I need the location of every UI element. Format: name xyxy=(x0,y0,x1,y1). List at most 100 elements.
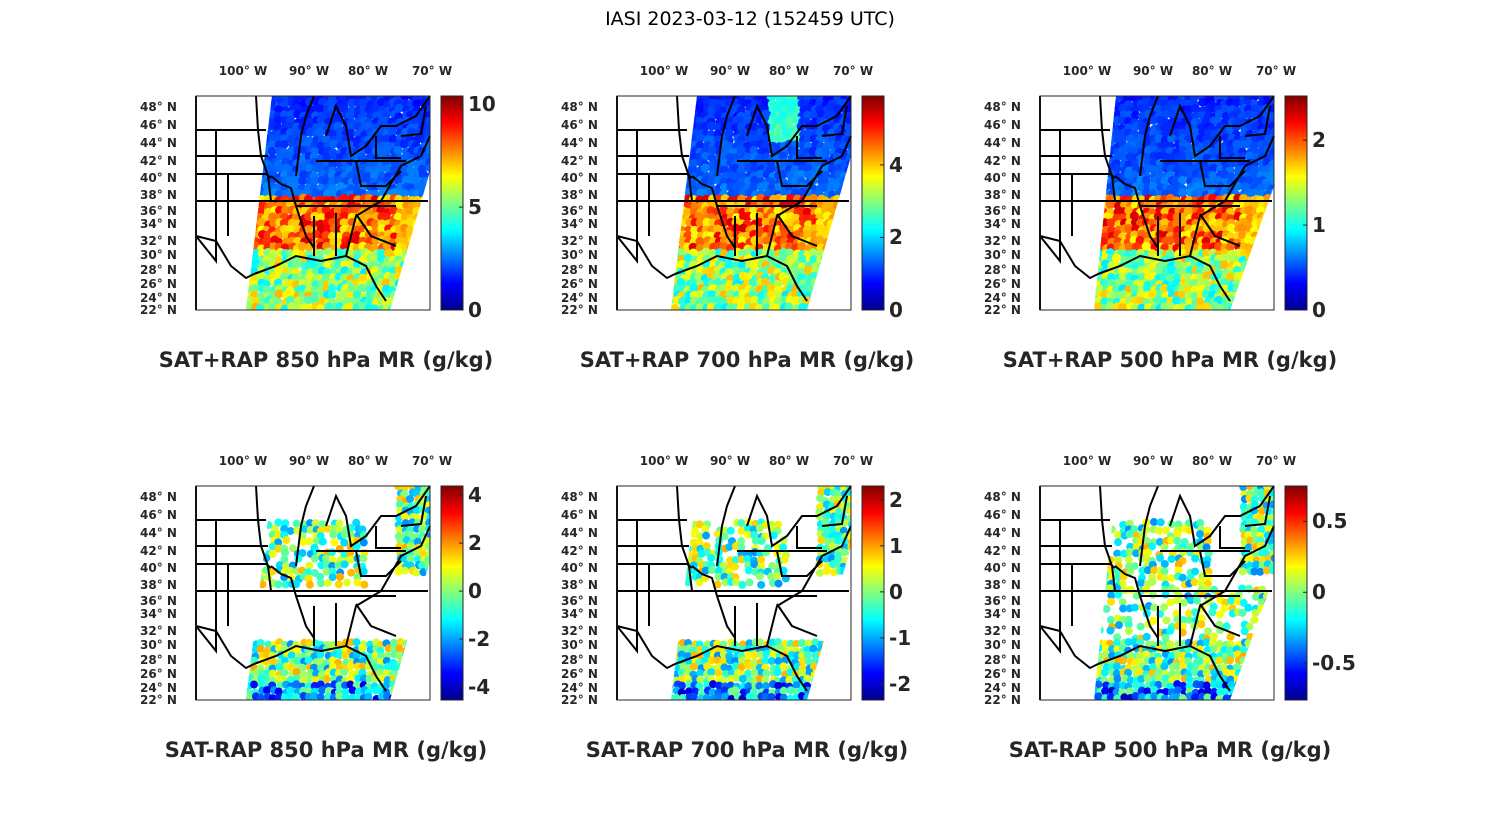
state-border xyxy=(776,160,823,187)
latitude-label: 40° N xyxy=(140,171,177,185)
state-border xyxy=(355,550,402,577)
latitude-label: 28° N xyxy=(984,653,1021,667)
state-border xyxy=(1039,625,1099,670)
latitude-label: 44° N xyxy=(561,526,598,540)
longitude-label: 70° W xyxy=(832,64,874,78)
state-border xyxy=(355,213,397,247)
state-border xyxy=(821,105,848,137)
latitude-label: 48° N xyxy=(984,100,1021,114)
map-axes xyxy=(616,95,885,311)
colorbar-tick-label: 4 xyxy=(889,152,903,177)
latitude-label: 40° N xyxy=(140,561,177,575)
latitude-label: 24° N xyxy=(561,291,598,305)
latitude-label: 40° N xyxy=(561,561,598,575)
state-border xyxy=(776,213,818,247)
colorbar-tick-label: 2 xyxy=(889,487,903,512)
map-panel-3: 0 1 2 100° W 90° W 80° W 70° W 48° N 46° N 44° N 4… xyxy=(984,64,1460,396)
longitude-label: 70° W xyxy=(1255,64,1297,78)
panel-title: SAT-RAP 850 hPa MR (g/kg) xyxy=(164,738,488,762)
colorbar-tick-label: 10 xyxy=(468,92,496,117)
state-border xyxy=(195,235,255,280)
state-border xyxy=(796,526,822,549)
colorbar-tick-label: -2 xyxy=(889,671,912,696)
state-border xyxy=(1099,95,1116,202)
latitude-label: 40° N xyxy=(561,171,598,185)
state-border xyxy=(616,235,676,280)
latitude-label: 28° N xyxy=(984,263,1021,277)
colorbar xyxy=(440,485,464,701)
map-panel-5: -2 -1 0 1 2 100° W 90° W 80° W 70° W 48° N 46° N 44… xyxy=(561,454,1037,786)
state-border xyxy=(196,563,272,569)
latitude-label: 32° N xyxy=(984,234,1021,248)
colorbar-tick-label: -4 xyxy=(468,675,491,700)
latitude-label: 46° N xyxy=(984,508,1021,522)
longitude-label: 90° W xyxy=(709,454,751,468)
latitude-label: 38° N xyxy=(140,188,177,202)
state-border xyxy=(253,254,387,302)
state-border xyxy=(821,495,848,527)
state-border xyxy=(195,625,255,670)
longitude-label: 100° W xyxy=(218,64,268,78)
colorbar-tick-label: 0 xyxy=(1312,580,1326,605)
latitude-label: 34° N xyxy=(140,607,177,621)
latitude-label: 38° N xyxy=(984,578,1021,592)
panel-title: SAT-RAP 500 hPa MR (g/kg) xyxy=(1008,738,1332,762)
latitude-label: 24° N xyxy=(140,681,177,695)
latitude-label: 28° N xyxy=(140,263,177,277)
state-border xyxy=(616,625,676,670)
latitude-label: 36° N xyxy=(140,594,177,608)
state-border xyxy=(716,485,736,567)
state-border xyxy=(1099,485,1116,592)
latitude-label: 34° N xyxy=(140,217,177,231)
longitude-label: 80° W xyxy=(1191,454,1233,468)
state-border xyxy=(617,563,693,569)
state-border xyxy=(796,136,822,159)
state-border xyxy=(1169,95,1275,158)
latitude-label: 22° N xyxy=(984,303,1021,317)
latitude-label: 30° N xyxy=(984,638,1021,652)
state-border xyxy=(617,173,693,179)
state-border xyxy=(766,525,852,647)
state-border xyxy=(1199,603,1241,637)
longitude-label: 80° W xyxy=(768,454,810,468)
longitude-label: 90° W xyxy=(709,64,751,78)
latitude-label: 34° N xyxy=(561,607,598,621)
state-border xyxy=(255,95,272,202)
latitude-label: 24° N xyxy=(561,681,598,695)
latitude-label: 44° N xyxy=(561,136,598,150)
colorbar xyxy=(1284,485,1308,701)
colorbar xyxy=(861,95,885,311)
longitude-label: 80° W xyxy=(1191,64,1233,78)
state-border xyxy=(1040,563,1116,569)
latitude-label: 30° N xyxy=(561,248,598,262)
state-border xyxy=(1039,235,1099,280)
longitude-label: 100° W xyxy=(639,64,689,78)
state-border xyxy=(691,175,736,249)
latitude-label: 32° N xyxy=(984,624,1021,638)
latitude-label: 32° N xyxy=(561,624,598,638)
colorbar-tick-label: 2 xyxy=(468,531,482,556)
longitude-label: 100° W xyxy=(218,454,268,468)
longitude-label: 90° W xyxy=(1132,64,1174,78)
latitude-label: 22° N xyxy=(140,303,177,317)
latitude-label: 48° N xyxy=(140,490,177,504)
map-axes xyxy=(1039,95,1308,311)
latitude-label: 48° N xyxy=(561,490,598,504)
state-border xyxy=(1139,95,1159,177)
colorbar xyxy=(440,95,464,311)
state-border xyxy=(295,95,315,177)
colorbar-tick-label: 2 xyxy=(889,225,903,250)
map-axes xyxy=(1039,485,1308,701)
map-axes xyxy=(195,95,464,311)
latitude-label: 46° N xyxy=(561,508,598,522)
latitude-label: 46° N xyxy=(140,508,177,522)
state-border xyxy=(375,526,401,549)
map-panel-4: -4 -2 0 2 4 100° W 90° W 80° W 70° W 48° N 46° N 44… xyxy=(140,454,616,786)
latitude-label: 34° N xyxy=(984,217,1021,231)
state-border xyxy=(1097,254,1231,302)
state-border xyxy=(255,485,272,592)
state-border xyxy=(746,485,852,548)
latitude-label: 22° N xyxy=(984,693,1021,707)
latitude-label: 26° N xyxy=(140,667,177,681)
state-border xyxy=(355,160,402,187)
